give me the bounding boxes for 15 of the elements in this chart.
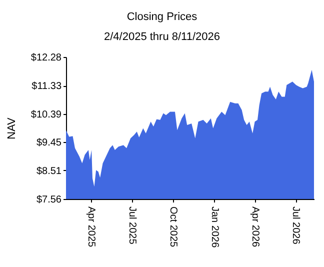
- x-tick-label: Jul 2025: [126, 206, 138, 245]
- chart-subtitle: 2/4/2025 thru 8/11/2026: [104, 31, 220, 43]
- x-tick-label: Jul 2026: [290, 206, 302, 245]
- y-axis-title: NAV: [6, 116, 18, 140]
- y-tick-label: $7.56: [36, 194, 62, 206]
- x-tick-label: Apr 2025: [86, 206, 97, 248]
- x-tick-label: Jan 2026: [208, 206, 220, 248]
- y-tick-label: $12.28: [30, 52, 62, 64]
- y-tick-label: $10.39: [30, 109, 62, 120]
- chart-title: Closing Prices: [126, 11, 198, 23]
- y-tick-label: $11.33: [32, 81, 62, 92]
- x-tick-label: Oct 2025: [168, 206, 179, 248]
- x-tick-label: Apr 2026: [249, 206, 260, 248]
- y-tick-label: $9.45: [36, 138, 62, 149]
- y-tick-label: $8.51: [36, 166, 62, 177]
